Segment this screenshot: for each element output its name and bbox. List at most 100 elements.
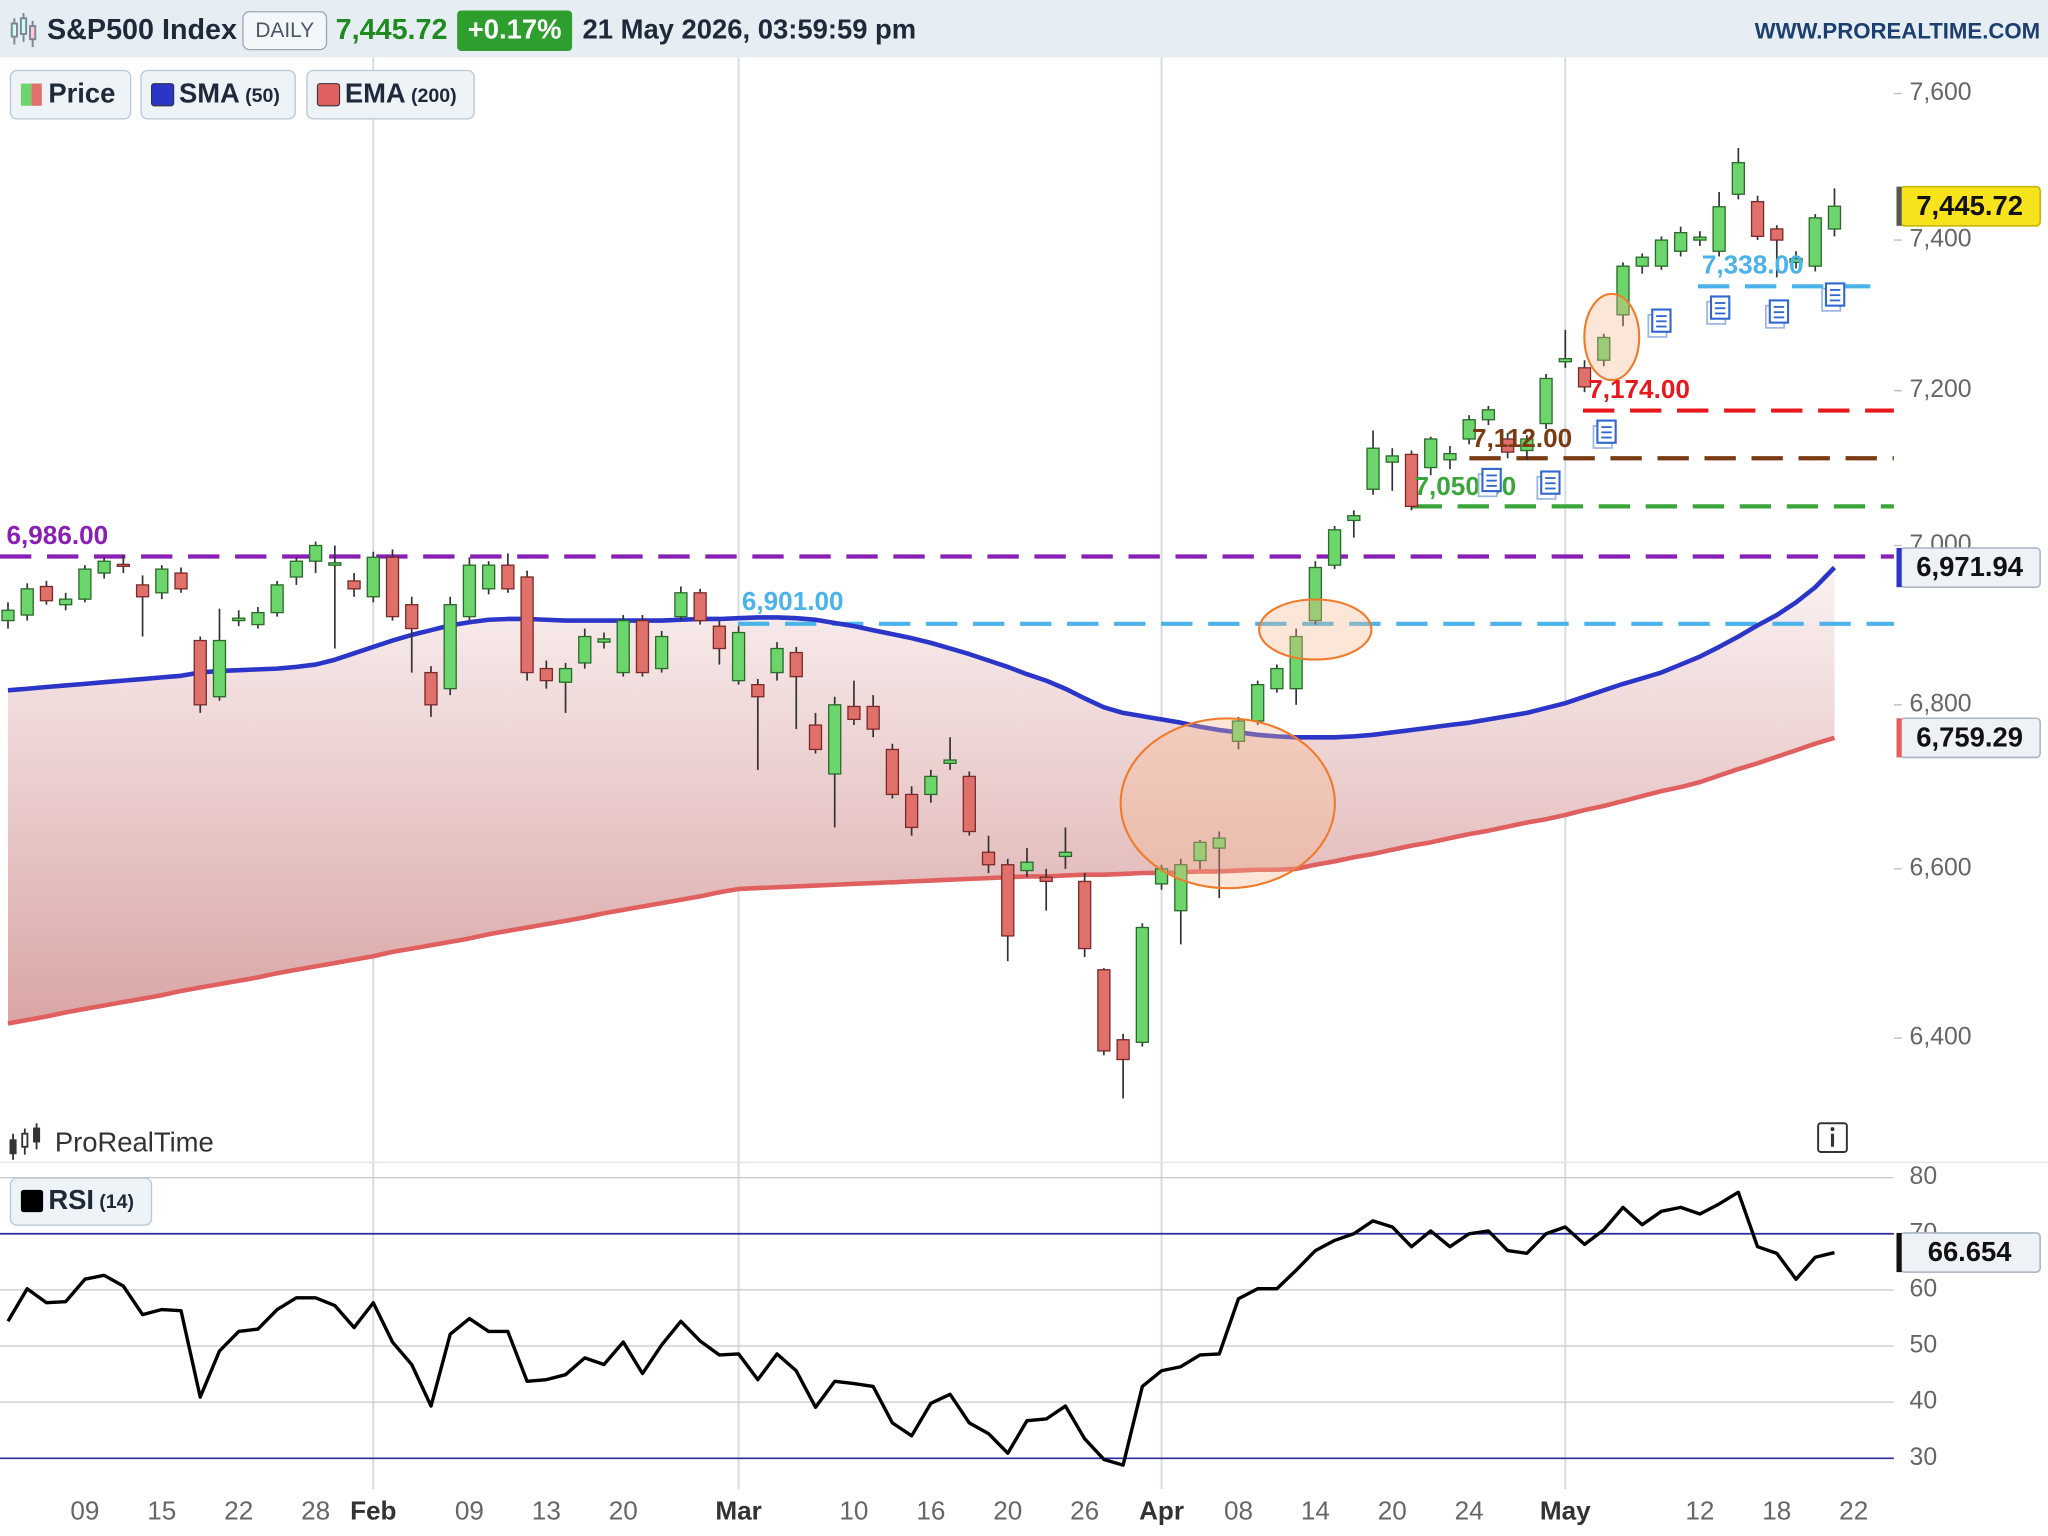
candle-body xyxy=(1712,206,1726,252)
candle-body xyxy=(39,585,54,602)
candle-body xyxy=(1308,566,1323,622)
candle-body xyxy=(1693,236,1707,241)
y-tick-label: 7,200 xyxy=(1910,376,1972,403)
timestamp: 21 May 2026, 03:59:59 pm xyxy=(583,14,917,45)
candle-body xyxy=(212,639,227,698)
candle-body xyxy=(405,604,419,630)
x-tick-label: Feb xyxy=(350,1495,396,1525)
rsi-tick-label: 30 xyxy=(1910,1444,1938,1471)
level-label: 7,112.00 xyxy=(1472,423,1572,453)
y-tick-label: 7,400 xyxy=(1910,226,1972,253)
candle-body xyxy=(616,619,630,674)
brand-icon xyxy=(9,1123,41,1160)
candle-body xyxy=(270,584,284,614)
y-tick-label: 6,600 xyxy=(1910,854,1972,881)
x-tick-label: 14 xyxy=(1301,1495,1330,1525)
candle-body xyxy=(1520,438,1534,452)
candle-body xyxy=(1077,880,1092,950)
candles xyxy=(1,148,1842,1467)
rsi-tick-label: 80 xyxy=(1910,1163,1938,1190)
candle-body xyxy=(1001,864,1015,937)
x-tick-label: 08 xyxy=(1224,1495,1253,1525)
x-tick-label: 18 xyxy=(1762,1495,1791,1525)
candle-body xyxy=(1231,720,1246,742)
candle-body xyxy=(1597,336,1611,361)
candle-body xyxy=(1327,529,1342,566)
level-label: 6,901.00 xyxy=(742,586,844,616)
candle-body xyxy=(520,576,534,674)
legend-box[interactable] xyxy=(306,69,475,120)
candle-body xyxy=(1481,409,1496,421)
info-icon[interactable] xyxy=(1817,1122,1848,1153)
candle-body xyxy=(1097,969,1111,1052)
candle-body xyxy=(924,775,938,796)
candle-body xyxy=(1212,837,1226,849)
header-bar xyxy=(0,0,2048,58)
change: +0.17% xyxy=(468,14,562,45)
candle-body xyxy=(289,560,304,578)
y-tick-label: 6,800 xyxy=(1910,690,1972,717)
rsi-line xyxy=(6,1190,1835,1467)
candle-body xyxy=(1462,419,1476,440)
candle-body xyxy=(539,667,553,682)
sma-last-label: 6,971.94 xyxy=(1916,551,2023,582)
legend-param: (50) xyxy=(245,85,280,107)
candle-body xyxy=(1347,515,1361,522)
candle-body xyxy=(981,851,996,866)
candle-body xyxy=(481,564,496,590)
candle-body xyxy=(1789,258,1803,264)
candle-body xyxy=(385,556,400,618)
instrument-title: S&P500 Index xyxy=(47,14,237,46)
candle-body xyxy=(962,775,976,833)
candle-body xyxy=(1424,438,1438,469)
x-tick-label: 22 xyxy=(224,1495,253,1525)
candle-body xyxy=(712,625,727,650)
x-tick-label: 24 xyxy=(1455,1495,1484,1525)
candle-body xyxy=(347,580,361,590)
x-tick-label: 09 xyxy=(70,1495,99,1525)
legend-swatch xyxy=(150,83,175,107)
candle-body xyxy=(78,568,92,600)
candle-body xyxy=(693,592,707,622)
candle-body xyxy=(597,638,611,643)
legend-box[interactable] xyxy=(140,69,296,120)
candle-body xyxy=(1039,876,1053,883)
brand: ProRealTime xyxy=(55,1126,214,1157)
x-tick-label: 28 xyxy=(301,1495,330,1525)
legend-swatch xyxy=(20,1189,44,1213)
candle-body xyxy=(655,635,669,670)
candle-body xyxy=(1558,358,1572,363)
candle-body xyxy=(135,584,150,598)
sma-line xyxy=(7,565,1837,740)
candle-body xyxy=(885,748,900,796)
ma-band xyxy=(7,567,1835,1024)
rsi-legend-box[interactable] xyxy=(9,1177,153,1226)
x-tick-label: 20 xyxy=(609,1495,638,1525)
candle-body xyxy=(174,572,188,590)
candle-body xyxy=(443,604,457,690)
legend-label: Price xyxy=(48,78,115,109)
legend-box[interactable] xyxy=(9,69,132,120)
candle-body xyxy=(751,683,765,698)
x-tick-label: May xyxy=(1540,1495,1591,1525)
x-tick-label: 12 xyxy=(1685,1495,1714,1525)
x-tick-label: 26 xyxy=(1070,1495,1099,1525)
candle-body xyxy=(1404,453,1419,508)
annotations xyxy=(1119,292,1641,890)
level-label: 7,174.00 xyxy=(1588,374,1690,404)
sma-last-accent xyxy=(1896,547,1902,588)
candle-body xyxy=(1174,864,1188,912)
ema-line xyxy=(7,735,1836,1026)
candle-body xyxy=(808,724,823,751)
x-tick-label: 13 xyxy=(532,1495,561,1525)
candle-body xyxy=(1385,455,1399,463)
legend-swatch xyxy=(31,83,42,106)
candle-body xyxy=(97,560,111,574)
candle-body xyxy=(155,568,169,594)
candle-body xyxy=(943,759,957,764)
candle-body xyxy=(20,588,34,616)
source: WWW.PROREALTIME.COM xyxy=(1755,19,2041,44)
candle-body xyxy=(462,564,477,618)
